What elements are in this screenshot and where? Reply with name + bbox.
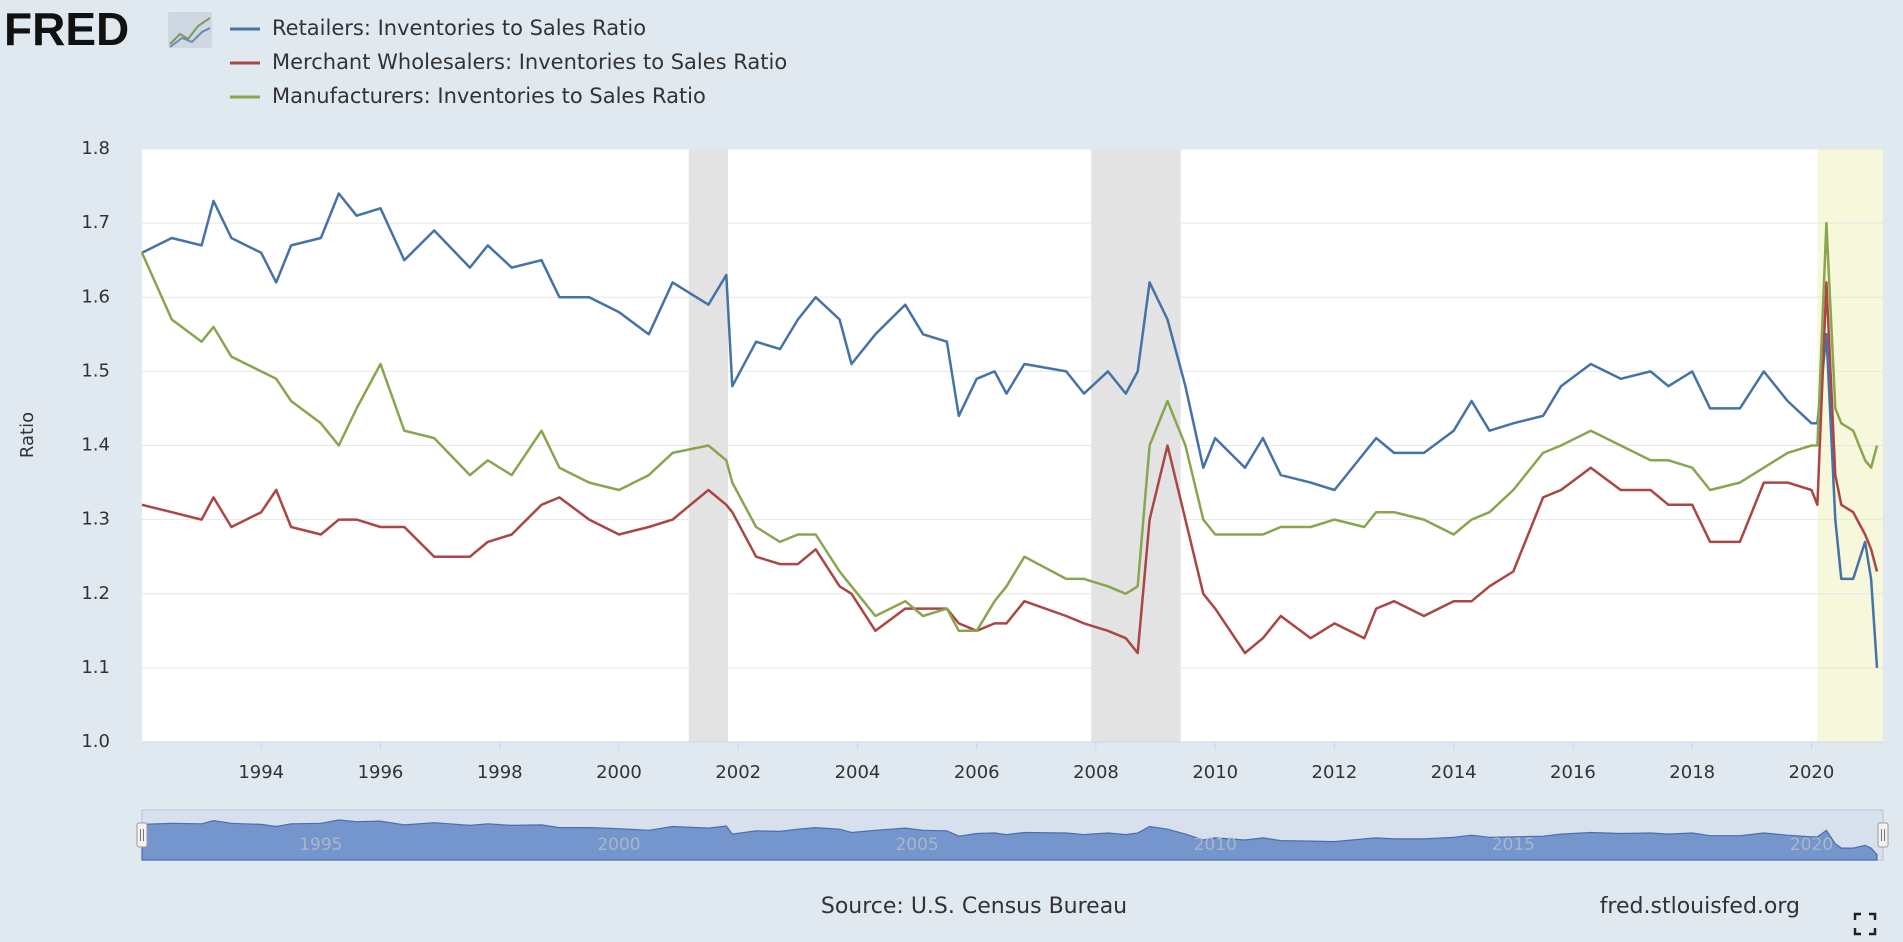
- series-line: [140, 221, 1879, 633]
- navigator-tick-label: 2020: [1790, 835, 1833, 855]
- legend-label: Retailers: Inventories to Sales Ratio: [272, 16, 646, 40]
- y-tick-label: 1.1: [81, 657, 110, 678]
- x-tick-label: 1998: [477, 762, 523, 783]
- logo-icon: [168, 12, 212, 48]
- y-tick-label: 1.6: [81, 286, 110, 307]
- legend-label: Manufacturers: Inventories to Sales Rati…: [272, 84, 706, 108]
- x-tick-label: 2002: [715, 762, 761, 783]
- y-tick-label: 1.8: [81, 138, 110, 159]
- fullscreen-icon[interactable]: [1853, 912, 1877, 936]
- y-tick-label: 1.5: [81, 360, 110, 381]
- x-tick-label: 2014: [1431, 762, 1477, 783]
- x-tick-label: 2012: [1312, 762, 1358, 783]
- x-tick-label: 2008: [1073, 762, 1119, 783]
- x-tick-label: 2016: [1550, 762, 1596, 783]
- x-tick-label: 2006: [954, 762, 1000, 783]
- series-line: [141, 281, 1879, 655]
- y-tick-label: 1.0: [81, 731, 110, 752]
- y-axis-label: Ratio: [17, 412, 38, 458]
- y-tick-label: 1.3: [81, 509, 110, 530]
- site: fred.stlouisfed.org: [1600, 894, 1800, 919]
- legend-label: Merchant Wholesalers: Inventories to Sal…: [272, 50, 787, 74]
- navigator-tick-label: 2015: [1492, 835, 1535, 855]
- y-tick-label: 1.2: [81, 583, 110, 604]
- navigator-tick-label: 2010: [1194, 835, 1237, 855]
- x-tick-label: 2018: [1669, 762, 1715, 783]
- navigator-area: [141, 819, 1878, 861]
- y-tick-label: 1.7: [81, 212, 110, 233]
- y-tick-label: 1.4: [81, 435, 110, 456]
- x-tick-label: 2020: [1789, 762, 1835, 783]
- series-line: [141, 192, 1879, 668]
- x-tick-label: 1996: [358, 762, 404, 783]
- x-tick-label: 2010: [1192, 762, 1238, 783]
- x-tick-label: 2000: [596, 762, 642, 783]
- navigator-handle[interactable]: [136, 822, 148, 848]
- navigator-tick-label: 2005: [895, 835, 938, 855]
- x-tick-label: 1994: [238, 762, 284, 783]
- x-tick-label: 2004: [835, 762, 881, 783]
- source: Source: U.S. Census Bureau: [821, 894, 1127, 919]
- navigator-tick-label: 1995: [299, 835, 342, 855]
- logo: FRED: [4, 3, 129, 55]
- navigator-tick-label: 2000: [597, 835, 640, 855]
- navigator-handle[interactable]: [1877, 822, 1889, 848]
